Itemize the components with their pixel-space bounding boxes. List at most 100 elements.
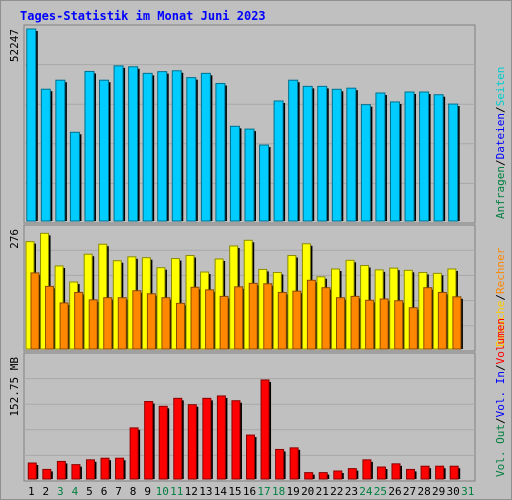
x-axis-day-label: 27 bbox=[403, 485, 416, 498]
right-label-part: Seiten bbox=[494, 67, 507, 107]
x-axis-day-label: 23 bbox=[345, 485, 358, 498]
panel-hits-bar-25 bbox=[375, 92, 386, 222]
panel-volume-bar-21 bbox=[318, 472, 328, 480]
panel-visits-y-max-label: 276 bbox=[8, 229, 21, 249]
panel-hits-bar-11 bbox=[171, 70, 182, 222]
panel-volume-bar-28 bbox=[420, 465, 430, 480]
panel-hits-bar-15 bbox=[229, 125, 240, 222]
right-label-part: Besuche bbox=[494, 301, 507, 347]
panel-volume-bar-10 bbox=[158, 405, 168, 480]
right-label-part: Volumen bbox=[494, 318, 507, 364]
panel-volume-bar-15 bbox=[231, 400, 241, 480]
x-axis-day-label: 22 bbox=[330, 485, 343, 498]
panel-volume-bar-26 bbox=[391, 463, 401, 480]
panel-hits-bar-20 bbox=[302, 85, 313, 222]
x-axis-day-label: 4 bbox=[72, 485, 79, 498]
panel-volume-bar-29 bbox=[435, 465, 445, 480]
right-label-part: / bbox=[494, 364, 507, 371]
panel-visits-sites-bar-16 bbox=[248, 282, 258, 350]
x-axis-day-label: 31 bbox=[461, 485, 474, 498]
panel-volume-bar-20 bbox=[304, 472, 314, 480]
panel-volume-bar-30 bbox=[449, 465, 459, 480]
panel-visits-sites-bar-5 bbox=[88, 299, 98, 350]
panel-visits-sites-bar-17 bbox=[263, 283, 273, 350]
panel-visits-sites-bar-21 bbox=[321, 287, 331, 350]
panel-volume-bar-11 bbox=[173, 397, 183, 480]
x-axis-day-label: 13 bbox=[199, 485, 212, 498]
chart-title: Tages-Statistik im Monat Juni 2023 bbox=[20, 9, 266, 23]
panel-visits-sites-bar-7 bbox=[117, 297, 127, 350]
x-axis-day-label: 8 bbox=[130, 485, 137, 498]
x-axis-day-label: 6 bbox=[101, 485, 108, 498]
panel-volume-bar-23 bbox=[347, 468, 357, 480]
panel-visits-sites-bar-29 bbox=[437, 291, 447, 350]
panel-hits-bar-26 bbox=[389, 101, 400, 222]
panel-visits-sites-bar-4 bbox=[74, 291, 84, 350]
panel-hits-bar-4 bbox=[69, 131, 80, 222]
panel-hits-bar-29 bbox=[433, 94, 444, 222]
panel-volume-bar-25 bbox=[376, 466, 386, 480]
right-label-part: / bbox=[494, 106, 507, 113]
panel-visits-sites-bar-15 bbox=[234, 286, 244, 350]
x-axis-day-label: 24 bbox=[359, 485, 373, 498]
x-axis-day-label: 7 bbox=[115, 485, 122, 498]
x-axis-day-label: 16 bbox=[243, 485, 256, 498]
panel-visits-sites-bar-6 bbox=[103, 297, 113, 350]
panel-visits-sites-bar-19 bbox=[292, 290, 302, 350]
right-label-panel-3: Vol. Out/Vol. In/Volumen bbox=[494, 318, 507, 477]
panel-visits-sites-bar-3 bbox=[59, 302, 69, 350]
panel-volume-bar-1 bbox=[27, 462, 37, 480]
panel-visits-sites-bar-2 bbox=[45, 285, 55, 350]
panel-visits-sites-bar-26 bbox=[394, 300, 404, 350]
panel-hits-bar-9 bbox=[142, 72, 153, 222]
panel-hits-bar-14 bbox=[215, 82, 226, 222]
panel-visits-sites-bar-24 bbox=[365, 299, 375, 350]
panel-visits-sites-bar-9 bbox=[146, 293, 156, 350]
x-axis-day-label: 1 bbox=[28, 485, 35, 498]
x-axis-day-label: 12 bbox=[185, 485, 198, 498]
panel-hits-bar-27 bbox=[404, 91, 415, 222]
panel-hits-bar-30 bbox=[448, 103, 459, 222]
panel-hits-bar-22 bbox=[331, 88, 342, 222]
x-axis-day-label: 9 bbox=[144, 485, 151, 498]
panel-volume-bar-22 bbox=[333, 470, 343, 480]
x-axis-day-label: 10 bbox=[156, 485, 169, 498]
panel-volume-bar-2 bbox=[42, 468, 52, 480]
right-label-part: Vol. Out bbox=[494, 424, 507, 477]
right-label-part: / bbox=[494, 159, 507, 166]
right-label-panel-1: Anfragen/Dateien/Seiten bbox=[494, 67, 507, 219]
panel-hits-bar-24 bbox=[360, 104, 371, 222]
right-label-part: Vol. In bbox=[494, 371, 507, 417]
panel-visits-sites-bar-27 bbox=[408, 307, 418, 350]
panel-hits-bar-19 bbox=[288, 79, 299, 222]
panel-visits-sites-bar-30 bbox=[452, 296, 462, 350]
panel-hits-bar-13 bbox=[200, 72, 211, 222]
panel-hits-bar-21 bbox=[317, 85, 328, 222]
panel-visits-sites-bar-28 bbox=[423, 287, 433, 350]
x-axis-day-label: 21 bbox=[316, 485, 329, 498]
x-axis-day-label: 17 bbox=[257, 485, 270, 498]
panel-hits-bar-2 bbox=[40, 88, 51, 222]
panel-visits-sites-bar-10 bbox=[161, 297, 171, 350]
x-axis-day-label: 20 bbox=[301, 485, 314, 498]
x-axis-day-label: 2 bbox=[43, 485, 50, 498]
right-label-part: / bbox=[494, 294, 507, 301]
panel-volume-bar-18 bbox=[275, 448, 285, 480]
panel-volume-bar-12 bbox=[187, 404, 197, 480]
panel-hits-bar-23 bbox=[346, 87, 357, 222]
panel-hits-bar-17 bbox=[259, 144, 270, 222]
x-axis-day-label: 29 bbox=[432, 485, 445, 498]
right-label-part: Anfragen bbox=[494, 166, 507, 219]
panel-visits-sites-bar-23 bbox=[350, 295, 360, 350]
panel-visits-visits-bar-6 bbox=[98, 243, 108, 350]
panel-visits-sites-bar-22 bbox=[336, 297, 346, 350]
x-axis-day-label: 11 bbox=[170, 485, 183, 498]
panel-visits-sites-bar-8 bbox=[132, 290, 142, 350]
panel-volume-bar-14 bbox=[216, 395, 226, 480]
panel-hits-bar-16 bbox=[244, 128, 255, 222]
right-label-panel-2: Besuche/Rechner bbox=[494, 247, 507, 347]
x-axis-day-label: 19 bbox=[287, 485, 300, 498]
x-axis-day-label: 3 bbox=[57, 485, 64, 498]
